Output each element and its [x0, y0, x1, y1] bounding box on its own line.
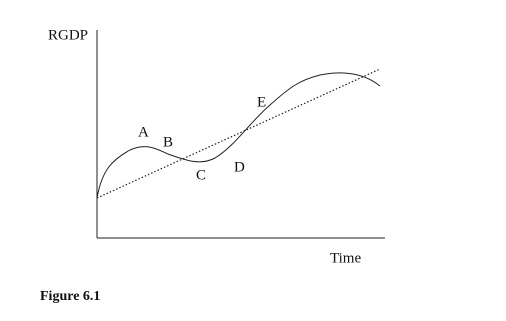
point-label: B: [163, 134, 173, 150]
business-cycle-curve: [96, 72, 381, 199]
point-label: A: [138, 124, 149, 140]
y-axis-label: RGDP: [48, 27, 88, 43]
figure-caption: Figure 6.1: [40, 289, 100, 304]
point-label: E: [257, 94, 266, 110]
point-label: C: [196, 167, 206, 183]
point-label: D: [234, 159, 245, 175]
x-axis-label: Time: [330, 250, 361, 266]
trend-line: [96, 68, 381, 199]
